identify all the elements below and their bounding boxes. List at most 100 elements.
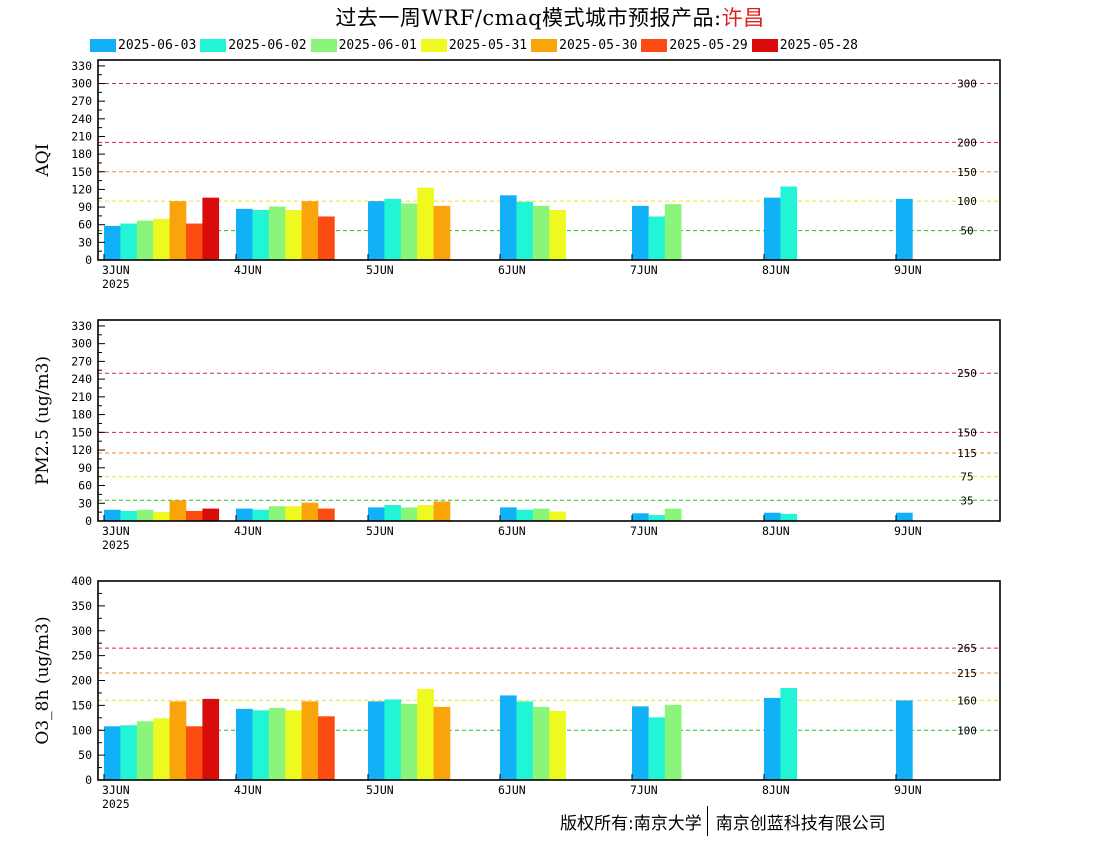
y-tick-label: 330 — [71, 319, 92, 333]
y-tick-label: 0 — [85, 253, 92, 267]
threshold-label: 200 — [957, 136, 977, 149]
x-tick-label: 8JUN — [762, 783, 790, 797]
bar — [632, 706, 649, 780]
bar — [433, 205, 451, 260]
legend-item: 2025-05-29 — [641, 35, 748, 55]
legend-swatch — [200, 38, 227, 52]
bar — [400, 203, 418, 260]
y-tick-label: 120 — [71, 182, 92, 196]
x-tick-label: 6JUN — [498, 263, 526, 277]
bar — [500, 195, 517, 260]
bar — [268, 206, 286, 260]
bar — [169, 201, 187, 260]
copyright-left: 版权所有:南京大学 — [560, 813, 702, 834]
x-tick-label: 7JUN — [630, 263, 658, 277]
bar — [516, 509, 534, 521]
x-year-label: 2025 — [102, 797, 130, 811]
threshold-label: 150 — [957, 426, 977, 439]
bar — [318, 508, 335, 521]
x-year-label: 2025 — [102, 538, 130, 552]
bar — [368, 201, 385, 260]
bar — [318, 216, 335, 260]
bar — [153, 218, 170, 260]
threshold-label: 215 — [957, 667, 977, 680]
legend-item: 2025-05-28 — [751, 35, 858, 55]
y-tick-label: 300 — [71, 337, 92, 351]
bar — [285, 710, 302, 780]
bar — [236, 508, 253, 521]
chart-panel: 300 200 150 100 50 0 30 60 90 120 150 180 210 240 270 3… — [33, 59, 1001, 291]
y-tick-label: 250 — [71, 649, 92, 663]
y-tick-label: 400 — [71, 574, 92, 588]
bar — [186, 223, 203, 260]
bar — [384, 198, 402, 260]
y-tick-label: 210 — [71, 129, 92, 143]
x-tick-label: 5JUN — [366, 524, 394, 538]
y-tick-label: 330 — [71, 59, 92, 73]
bar — [153, 512, 170, 521]
bar — [169, 701, 187, 780]
x-year-label: 2025 — [102, 277, 130, 291]
bar — [516, 701, 534, 780]
legend-label: 2025-05-29 — [669, 37, 748, 53]
bar — [532, 706, 550, 780]
y-axis-label: AQI — [33, 144, 53, 178]
bar — [896, 198, 913, 260]
y-tick-label: 350 — [71, 599, 92, 613]
bar — [120, 223, 138, 260]
bar — [417, 505, 434, 521]
legend-label: 2025-05-31 — [448, 37, 528, 53]
threshold-label: 50 — [960, 225, 973, 238]
x-tick-label: 7JUN — [630, 524, 658, 538]
bar — [664, 508, 682, 521]
x-tick-label: 6JUN — [498, 783, 526, 797]
bar — [120, 725, 138, 780]
x-tick-label: 3JUN — [102, 524, 130, 538]
bar — [549, 511, 566, 521]
threshold-label: 300 — [957, 78, 977, 91]
bar — [549, 210, 566, 260]
legend-swatch — [751, 38, 778, 52]
bar — [384, 699, 402, 780]
threshold-label: 150 — [957, 166, 977, 179]
bar — [400, 703, 418, 780]
title-city: 许昌 — [721, 6, 765, 30]
threshold-label: 100 — [957, 195, 977, 208]
bar — [516, 201, 534, 260]
bar — [648, 515, 666, 521]
y-tick-label: 30 — [78, 235, 92, 249]
y-tick-label: 100 — [71, 723, 92, 737]
y-tick-label: 120 — [71, 443, 92, 457]
y-tick-label: 0 — [85, 773, 92, 787]
legend-label: 2025-05-28 — [779, 37, 858, 53]
bar — [202, 698, 220, 780]
y-tick-label: 60 — [78, 218, 92, 232]
footer-separator — [706, 806, 708, 836]
x-tick-label: 4JUN — [234, 783, 262, 797]
bar — [648, 717, 666, 780]
threshold-label: 115 — [957, 447, 977, 460]
y-tick-label: 270 — [71, 354, 92, 368]
threshold-label: 35 — [960, 494, 973, 507]
legend-item: 2025-05-30 — [531, 35, 637, 55]
bar — [384, 505, 402, 521]
bar — [236, 708, 253, 780]
bar — [202, 197, 220, 260]
bar — [104, 509, 121, 521]
y-tick-label: 240 — [71, 112, 92, 126]
x-tick-label: 4JUN — [234, 263, 262, 277]
y-tick-label: 150 — [71, 698, 92, 712]
bar — [153, 718, 170, 780]
bar — [268, 506, 286, 521]
bar — [186, 726, 203, 780]
legend-label: 2025-06-01 — [338, 37, 417, 53]
bar — [136, 220, 154, 260]
legend-item: 2025-06-01 — [310, 35, 417, 55]
bar — [400, 507, 418, 521]
bar — [285, 506, 302, 521]
legend-swatch — [310, 38, 337, 52]
bar — [104, 225, 121, 260]
bar — [417, 688, 434, 780]
threshold-label: 250 — [957, 367, 977, 380]
y-tick-label: 200 — [71, 674, 92, 688]
